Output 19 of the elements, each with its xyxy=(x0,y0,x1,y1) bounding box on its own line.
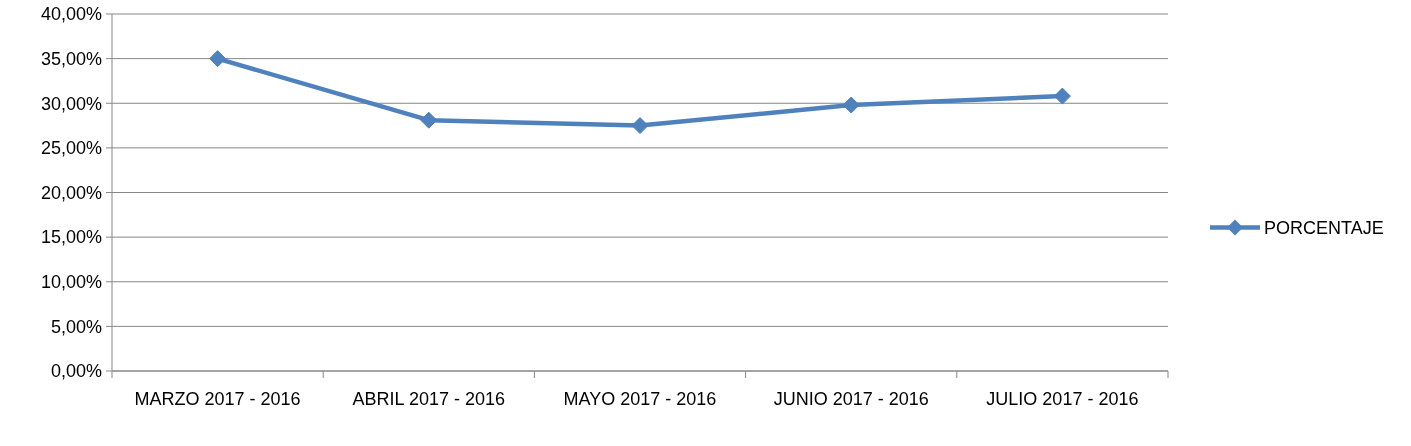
y-tick-label: 0,00% xyxy=(50,361,102,382)
y-tick-label: 15,00% xyxy=(40,227,102,248)
y-tick-label: 30,00% xyxy=(40,93,102,114)
y-tick-label: 35,00% xyxy=(40,48,102,69)
point xyxy=(842,96,860,114)
point xyxy=(420,111,438,129)
point xyxy=(209,50,227,68)
x-tick-label: JULIO 2017 - 2016 xyxy=(986,389,1139,409)
y-tick-label: 25,00% xyxy=(40,138,102,159)
x-tick-label: ABRIL 2017 - 2016 xyxy=(352,389,506,409)
x-tick-label: MAYO 2017 - 2016 xyxy=(563,389,717,409)
y-tick-label: 40,00% xyxy=(40,4,102,25)
legend-label: PORCENTAJE xyxy=(1264,217,1384,238)
y-tick-label: 10,00% xyxy=(40,272,102,293)
point xyxy=(631,117,649,135)
y-tick-label: 5,00% xyxy=(50,316,102,337)
x-tick-label: MARZO 2017 - 2016 xyxy=(134,389,301,409)
x-tick-label: JUNIO 2017 - 2016 xyxy=(773,389,929,409)
y-tick-label: 20,00% xyxy=(40,182,102,203)
